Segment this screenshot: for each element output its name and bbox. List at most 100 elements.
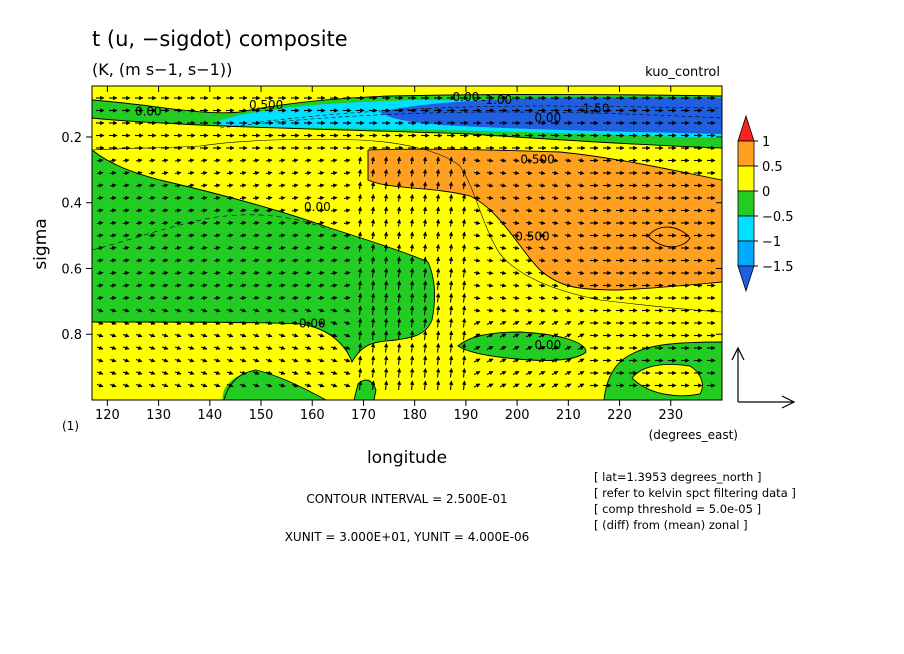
vector-arrow <box>330 370 338 375</box>
vector-arrow <box>291 220 299 226</box>
vector-arrow <box>499 321 507 326</box>
vector-arrow <box>357 243 363 252</box>
vector-arrow <box>291 233 299 238</box>
vector-arrow <box>213 370 221 375</box>
vector-arrow <box>226 383 234 388</box>
vector-arrow <box>174 333 182 338</box>
vector-arrow <box>343 170 351 176</box>
vector-arrow <box>265 208 273 213</box>
vector-arrow <box>174 295 182 301</box>
vector-arrow <box>161 283 169 288</box>
vector-arrow <box>317 195 325 201</box>
vector-arrow <box>213 358 221 363</box>
vector-arrow <box>357 380 363 391</box>
vector-arrow <box>109 245 117 251</box>
vector-arrow <box>96 370 104 375</box>
vector-field <box>96 95 716 391</box>
vector-arrow <box>499 158 507 163</box>
vector-arrow <box>551 233 559 238</box>
vector-arrow <box>396 367 402 378</box>
vector-arrow <box>538 333 546 338</box>
vector-arrow <box>252 320 260 325</box>
vector-arrow <box>422 156 428 165</box>
vector-arrow <box>135 233 143 238</box>
vector-arrow <box>435 317 441 328</box>
vector-arrow <box>213 295 221 301</box>
colorbar-segment <box>737 190 755 217</box>
vector-arrow <box>435 193 441 202</box>
vector-arrow <box>239 358 247 363</box>
units-line: XUNIT = 3.000E+01, YUNIT = 4.000E-06 <box>285 530 530 544</box>
vector-arrow <box>278 170 286 176</box>
vector-arrow <box>109 358 117 363</box>
vector-arrow <box>291 183 299 188</box>
vector-arrow <box>343 183 351 188</box>
vector-arrow <box>448 231 454 240</box>
vector-arrow <box>383 367 389 378</box>
vector-arrow <box>161 333 169 338</box>
contour-label: 0.00 <box>304 200 331 214</box>
vector-arrow <box>551 220 559 226</box>
vector-arrow <box>161 233 169 238</box>
info-line: [ (diff) from (mean) zonal ] <box>594 518 748 532</box>
vector-arrow <box>409 267 415 278</box>
vector-arrow <box>252 345 260 350</box>
vector-arrow <box>252 333 260 338</box>
vector-arrow <box>252 170 260 176</box>
vector-arrow <box>330 208 338 213</box>
vector-arrow <box>551 333 559 338</box>
vector-arrow <box>278 208 286 213</box>
vector-arrow <box>174 170 182 176</box>
vector-arrow <box>577 321 585 326</box>
band-top-yellow <box>92 86 722 113</box>
vector-arrow <box>499 371 507 376</box>
vector-arrow <box>135 270 143 276</box>
vector-arrow <box>304 158 312 163</box>
vector-arrow <box>96 383 104 388</box>
vector-arrow <box>396 317 402 328</box>
vector-arrow <box>383 267 389 278</box>
vector-arrow <box>96 270 104 276</box>
vector-arrow <box>422 355 428 366</box>
vector-arrow <box>448 355 454 366</box>
vector-arrow <box>304 283 312 288</box>
x-units: (degrees_east) <box>649 428 738 442</box>
vector-arrow <box>461 380 467 391</box>
y-tick-label: 0.4 <box>61 197 82 212</box>
vector-arrow <box>278 383 286 388</box>
vector-arrow <box>174 270 182 276</box>
vector-arrow <box>525 295 533 301</box>
vector-arrow <box>213 345 221 350</box>
vector-arrow <box>551 208 559 213</box>
y-axis: 0.2 0.4 0.6 0.8 <box>61 131 722 343</box>
vector-arrow <box>564 371 572 376</box>
vector-arrow <box>96 220 104 226</box>
vector-arrow <box>383 168 389 177</box>
vector-arrow <box>538 295 546 301</box>
vector-arrow <box>135 220 143 226</box>
vector-arrow <box>96 258 104 263</box>
vector-arrow <box>435 181 441 190</box>
info-line: [ refer to kelvin spct filtering data ] <box>594 486 796 500</box>
vector-arrow <box>564 346 572 351</box>
vector-arrow <box>473 158 481 163</box>
vector-arrow <box>161 258 169 263</box>
vector-arrow <box>135 158 143 163</box>
vector-arrow <box>226 170 234 176</box>
vector-arrow <box>304 195 312 201</box>
vector-arrow <box>252 295 260 301</box>
vector-arrow <box>96 358 104 363</box>
vector-arrow <box>200 170 208 176</box>
vector-arrow <box>396 193 402 202</box>
vector-arrow <box>538 371 546 376</box>
vector-arrow <box>538 183 546 188</box>
vector-arrow <box>461 256 467 265</box>
vector-arrow <box>226 208 234 213</box>
vector-arrow <box>383 317 389 328</box>
vector-arrow <box>161 245 169 251</box>
vector-arrow <box>187 220 195 226</box>
x-tick-label: 120 <box>95 408 120 423</box>
vector-arrow <box>226 283 234 288</box>
vector-arrow <box>265 183 273 188</box>
vector-arrow <box>448 267 454 278</box>
